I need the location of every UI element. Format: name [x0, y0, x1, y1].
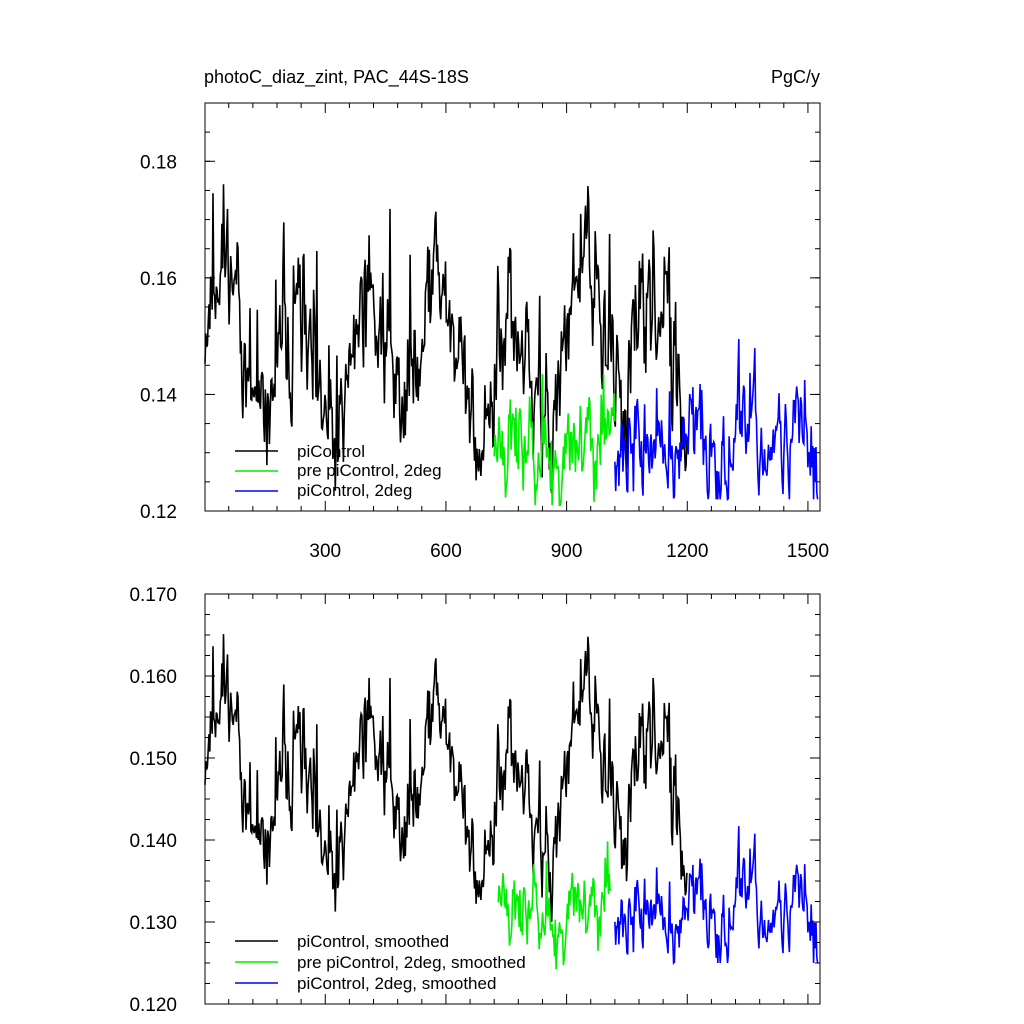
- legend: piControl, smoothed pre piControl, 2deg,…: [235, 932, 526, 993]
- series-line-piControl-2deg-smoothed: [614, 826, 819, 966]
- series-line-piControl: [204, 184, 688, 494]
- legend: piControl pre piControl, 2deg piControl,…: [235, 442, 442, 500]
- x-tick-label: 1200: [666, 541, 708, 562]
- tick-group: 300 600 900 1200 1500 0.12 0.14 0.16 0.18: [140, 102, 829, 562]
- legend-label: pre piControl, 2deg, smoothed: [297, 953, 526, 972]
- y-tick-label: 0.120: [129, 995, 177, 1016]
- y-tick-label: 0.170: [129, 585, 177, 606]
- x-tick-label: 900: [551, 541, 583, 562]
- series-line-piControl-smoothed: [204, 634, 688, 922]
- chart-title: photoC_diaz_zint, PAC_44S-18S: [204, 67, 469, 88]
- series-group: [204, 184, 819, 506]
- x-tick-label: 1500: [787, 541, 829, 562]
- y-tick-label: 0.14: [140, 385, 177, 406]
- units-label: PgC/y: [771, 67, 820, 87]
- series-line-piControl-2deg: [614, 338, 819, 501]
- series-line-pre-piControl-2deg: [493, 374, 616, 506]
- x-tick-label: 300: [309, 541, 341, 562]
- y-tick-label: 0.160: [129, 667, 177, 688]
- legend-label: piControl, smoothed: [297, 932, 449, 951]
- bottom-panel: 0.120 0.130 0.140 0.150 0.160 0.170 piControl…: [129, 585, 821, 1016]
- x-tick-label: 600: [430, 541, 462, 562]
- y-tick-label: 0.130: [129, 913, 177, 934]
- legend-label: piControl, 2deg, smoothed: [297, 974, 496, 993]
- y-tick-label: 0.140: [129, 831, 177, 852]
- series-line-pre-piControl-2deg-smoothed: [497, 841, 612, 970]
- series-group: [204, 634, 819, 970]
- legend-label: piControl: [297, 442, 365, 461]
- y-tick-label: 0.18: [140, 152, 177, 173]
- y-tick-label: 0.12: [140, 502, 177, 523]
- legend-label: piControl, 2deg: [297, 481, 412, 500]
- y-tick-label: 0.16: [140, 269, 177, 290]
- top-panel: photoC_diaz_zint, PAC_44S-18S PgC/y 300 6…: [140, 67, 829, 562]
- y-tick-label: 0.150: [129, 749, 177, 770]
- tick-group: 0.120 0.130 0.140 0.150 0.160 0.170: [129, 585, 820, 1016]
- legend-label: pre piControl, 2deg: [297, 461, 442, 480]
